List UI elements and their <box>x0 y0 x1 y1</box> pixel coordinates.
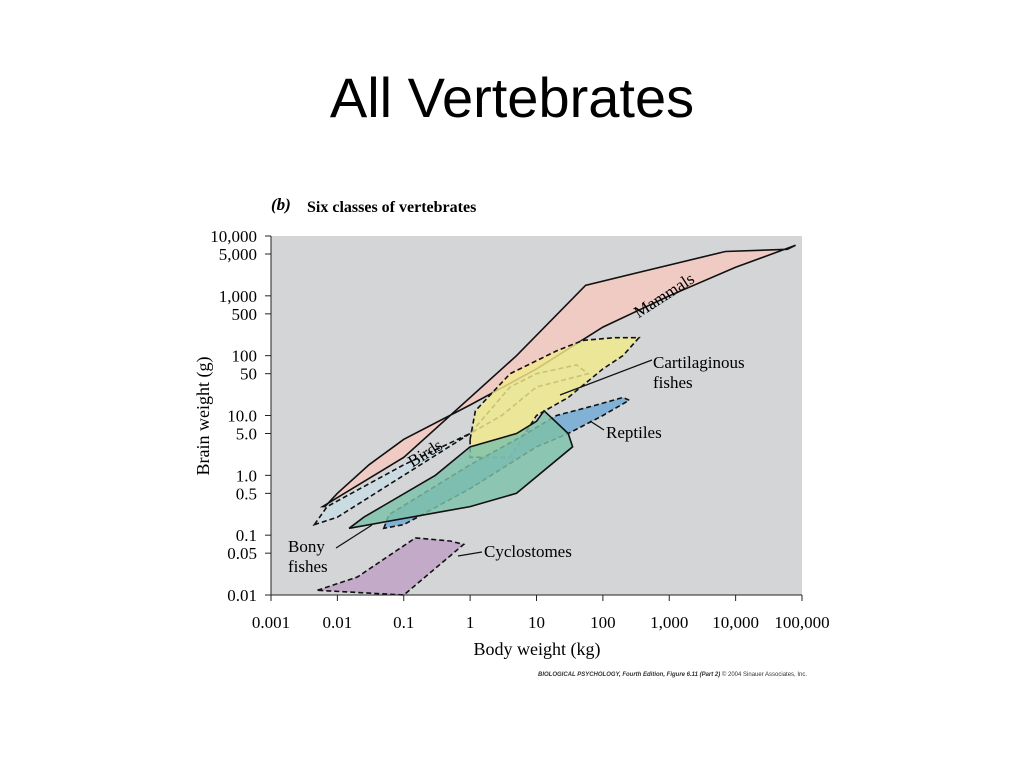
x-tick-label: 10,000 <box>712 613 759 632</box>
ticks-layer: 0.001 0.01 0.1 1 10 100 1,000 10,000 100,000 0.01… <box>210 227 829 632</box>
credit-book: BIOLOGICAL PSYCHOLOGY, Fourth Edition, F… <box>538 672 721 678</box>
x-tick-label: 1,000 <box>650 613 688 632</box>
figure-credit: BIOLOGICAL PSYCHOLOGY, Fourth Edition, F… <box>538 672 807 678</box>
region-label-bony-fishes: Bony fishes <box>288 537 328 576</box>
region-bony-fishes <box>348 409 574 530</box>
y-axis-label: Brain weight (g) <box>193 357 214 476</box>
x-tick-label: 10 <box>528 613 545 632</box>
regions-layer <box>312 244 796 596</box>
x-tick-label: 1 <box>466 613 475 632</box>
y-tick-label: 5.0 <box>236 425 257 444</box>
y-tick-label: 0.5 <box>236 484 257 503</box>
y-tick-label: 100 <box>232 347 258 366</box>
y-tick-label: 0.1 <box>236 526 257 545</box>
y-tick-label: 500 <box>232 305 258 324</box>
x-tick-label: 0.1 <box>393 613 414 632</box>
y-tick-label: 10.0 <box>227 407 257 426</box>
x-tick-label: 100,000 <box>774 613 829 632</box>
region-label-cyclostomes: Cyclostomes <box>484 542 572 561</box>
leader-line-cartilaginous-fishes <box>559 359 653 396</box>
leader-line-reptiles <box>589 420 605 431</box>
region-label-cartilaginous-fishes: Cartilaginous fishes <box>653 353 745 392</box>
y-tick-label: 1,000 <box>219 287 257 306</box>
leader-line-cyclostomes <box>457 551 483 557</box>
leader-line-bony-fishes <box>335 524 373 549</box>
x-tick-label: 0.01 <box>323 613 353 632</box>
y-tick-label: 10,000 <box>210 227 257 246</box>
y-tick-label: 0.01 <box>227 586 257 605</box>
slide-title: All Vertebrates <box>329 66 695 129</box>
y-tick-label: 50 <box>240 365 257 384</box>
x-tick-label: 100 <box>590 613 616 632</box>
region-label-reptiles: Reptiles <box>606 423 662 442</box>
y-tick-label: 1.0 <box>236 466 257 485</box>
y-tick-label: 0.05 <box>227 544 257 563</box>
region-mammals <box>319 244 796 508</box>
x-axis-label: Body weight (kg) <box>474 639 601 660</box>
y-tick-label: 5,000 <box>219 245 257 264</box>
panel-letter: (b) <box>271 195 291 214</box>
x-tick-label: 0.001 <box>252 613 290 632</box>
region-cyclostomes <box>317 537 466 596</box>
panel-title: Six classes of vertebrates <box>307 199 476 216</box>
credit-rest: © 2004 Sinauer Associates, Inc. <box>721 672 808 678</box>
